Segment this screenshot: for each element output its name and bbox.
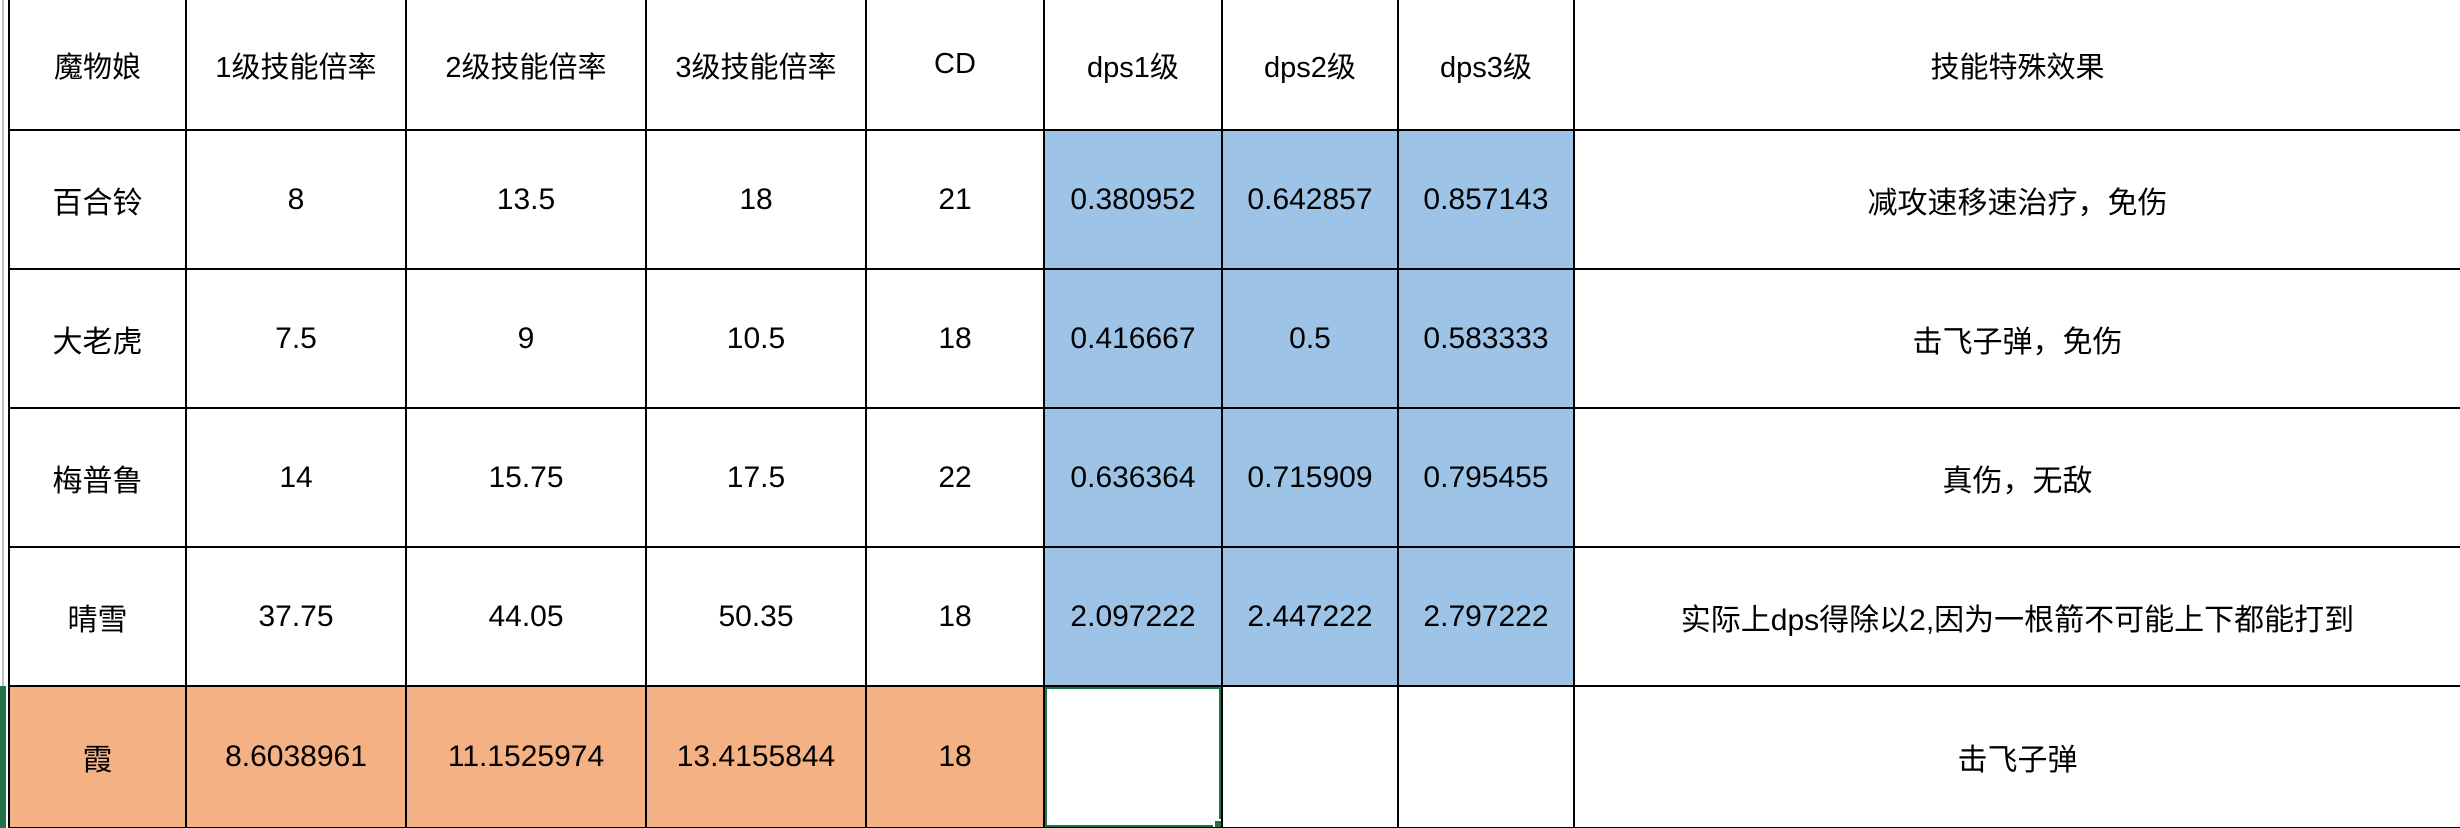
column-header-lv3[interactable]: 3级技能倍率 (645, 0, 867, 131)
column-header-lv2[interactable]: 2级技能倍率 (405, 0, 647, 131)
column-header-name[interactable]: 魔物娘 (8, 0, 187, 131)
cell-name[interactable]: 大老虎 (8, 268, 187, 409)
selected-row-edge-marker (0, 686, 6, 828)
header-row: 魔物娘 1级技能倍率 2级技能倍率 3级技能倍率 CD dps1级 dps2级 dps3级 技能… (8, 0, 2460, 131)
cell-dps1[interactable] (1043, 685, 1223, 828)
cell-lv1[interactable]: 8 (185, 129, 407, 270)
cell-lv1[interactable]: 7.5 (185, 268, 407, 409)
cell-cd[interactable]: 22 (865, 407, 1045, 548)
cell-cd[interactable]: 18 (865, 685, 1045, 828)
cell-effect[interactable]: 真伤，无敌 (1573, 407, 2460, 548)
cell-lv3[interactable]: 17.5 (645, 407, 867, 548)
sheet-left-edge (0, 0, 8, 828)
cell-cd[interactable]: 18 (865, 546, 1045, 687)
cell-dps2[interactable] (1221, 685, 1399, 828)
cell-effect[interactable]: 击飞子弹 (1573, 685, 2460, 828)
column-header-effect[interactable]: 技能特殊效果 (1573, 0, 2460, 131)
cell-dps3[interactable]: 0.583333 (1397, 268, 1575, 409)
column-header-dps2[interactable]: dps2级 (1221, 0, 1399, 131)
cell-name[interactable]: 霞 (8, 685, 187, 828)
cell-lv1[interactable]: 37.75 (185, 546, 407, 687)
cell-dps1[interactable]: 0.416667 (1043, 268, 1223, 409)
table-row: 霞 8.6038961 11.1525974 13.4155844 18 击飞子弹 (8, 685, 2460, 828)
cell-effect[interactable]: 击飞子弹，免伤 (1573, 268, 2460, 409)
cell-name[interactable]: 梅普鲁 (8, 407, 187, 548)
cell-name[interactable]: 百合铃 (8, 129, 187, 270)
cell-effect[interactable]: 减攻速移速治疗，免伤 (1573, 129, 2460, 270)
sheet-left-edge-line (2, 0, 4, 828)
cell-lv3[interactable]: 50.35 (645, 546, 867, 687)
skill-table: 魔物娘 1级技能倍率 2级技能倍率 3级技能倍率 CD dps1级 dps2级 dps3级 技能… (8, 0, 2460, 828)
cell-dps3[interactable]: 0.857143 (1397, 129, 1575, 270)
cell-cd[interactable]: 21 (865, 129, 1045, 270)
cell-lv2[interactable]: 15.75 (405, 407, 647, 548)
cell-lv3[interactable]: 10.5 (645, 268, 867, 409)
cell-effect[interactable]: 实际上dps得除以2,因为一根箭不可能上下都能打到 (1573, 546, 2460, 687)
cell-lv3[interactable]: 18 (645, 129, 867, 270)
cell-lv2[interactable]: 13.5 (405, 129, 647, 270)
table-body: 百合铃 8 13.5 18 21 0.380952 0.642857 0.857143 减攻速移… (8, 129, 2460, 828)
cell-dps2[interactable]: 0.5 (1221, 268, 1399, 409)
cell-dps1[interactable]: 0.380952 (1043, 129, 1223, 270)
cell-lv2[interactable]: 44.05 (405, 546, 647, 687)
table-row: 晴雪 37.75 44.05 50.35 18 2.097222 2.447222 2.797… (8, 546, 2460, 687)
column-header-dps1[interactable]: dps1级 (1043, 0, 1223, 131)
table-row: 梅普鲁 14 15.75 17.5 22 0.636364 0.715909 0.795455… (8, 407, 2460, 548)
column-header-cd[interactable]: CD (865, 0, 1045, 131)
cell-dps3[interactable] (1397, 685, 1575, 828)
cell-lv2[interactable]: 11.1525974 (405, 685, 647, 828)
cell-dps1[interactable]: 0.636364 (1043, 407, 1223, 548)
cell-dps1[interactable]: 2.097222 (1043, 546, 1223, 687)
cell-dps2[interactable]: 0.715909 (1221, 407, 1399, 548)
table-row: 大老虎 7.5 9 10.5 18 0.416667 0.5 0.583333 击飞子弹，免伤 (8, 268, 2460, 409)
cell-dps2[interactable]: 2.447222 (1221, 546, 1399, 687)
column-header-dps3[interactable]: dps3级 (1397, 0, 1575, 131)
cell-dps3[interactable]: 2.797222 (1397, 546, 1575, 687)
cell-cd[interactable]: 18 (865, 268, 1045, 409)
selection-border (1046, 688, 1220, 826)
cell-lv1[interactable]: 14 (185, 407, 407, 548)
cell-dps3[interactable]: 0.795455 (1397, 407, 1575, 548)
fill-handle[interactable] (1213, 819, 1220, 826)
cell-lv2[interactable]: 9 (405, 268, 647, 409)
table-row: 百合铃 8 13.5 18 21 0.380952 0.642857 0.857143 减攻速移… (8, 129, 2460, 270)
cell-lv1[interactable]: 8.6038961 (185, 685, 407, 828)
cell-dps2[interactable]: 0.642857 (1221, 129, 1399, 270)
cell-lv3[interactable]: 13.4155844 (645, 685, 867, 828)
column-header-lv1[interactable]: 1级技能倍率 (185, 0, 407, 131)
cell-name[interactable]: 晴雪 (8, 546, 187, 687)
